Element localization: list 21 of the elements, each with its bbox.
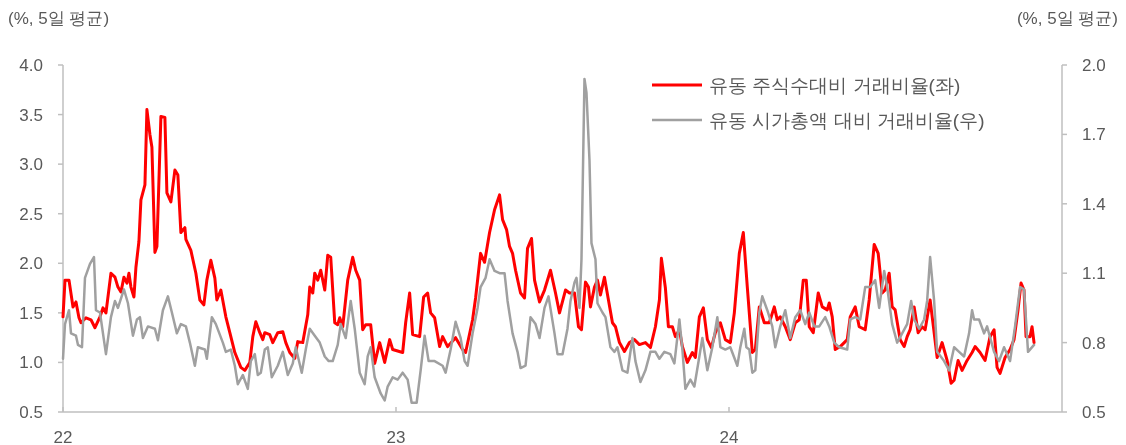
legend-label: 유동 시가총액 대비 거래비율(우) (709, 110, 985, 131)
y2-tick: 2.0 (1082, 56, 1106, 75)
y2-tick: 0.5 (1082, 403, 1106, 422)
y2-tick: 1.4 (1082, 194, 1106, 214)
x-tick: 23 (386, 428, 406, 445)
y-tick: 4.0 (19, 56, 43, 75)
y-tick: 3.0 (19, 155, 43, 175)
y-tick: 1.5 (19, 303, 43, 323)
y2-tick: 1.7 (1082, 125, 1106, 145)
x-tick: 22 (53, 428, 73, 445)
y-tick: 1.0 (19, 353, 43, 373)
y2-tick: 0.8 (1082, 333, 1106, 353)
y-tick: 2.0 (19, 254, 43, 274)
legend-label: 유동 주식수대비 거래비율(좌) (709, 75, 961, 96)
y2-tick: 1.1 (1082, 264, 1106, 284)
x-tick: 24 (719, 428, 739, 445)
y-tick: 3.5 (19, 105, 43, 125)
y-tick: 0.5 (19, 403, 43, 422)
y2label: (%, 5일 평균) (1016, 9, 1118, 28)
y-tick: 2.5 (19, 204, 43, 224)
ylabel: (%, 5일 평균) (8, 9, 110, 28)
